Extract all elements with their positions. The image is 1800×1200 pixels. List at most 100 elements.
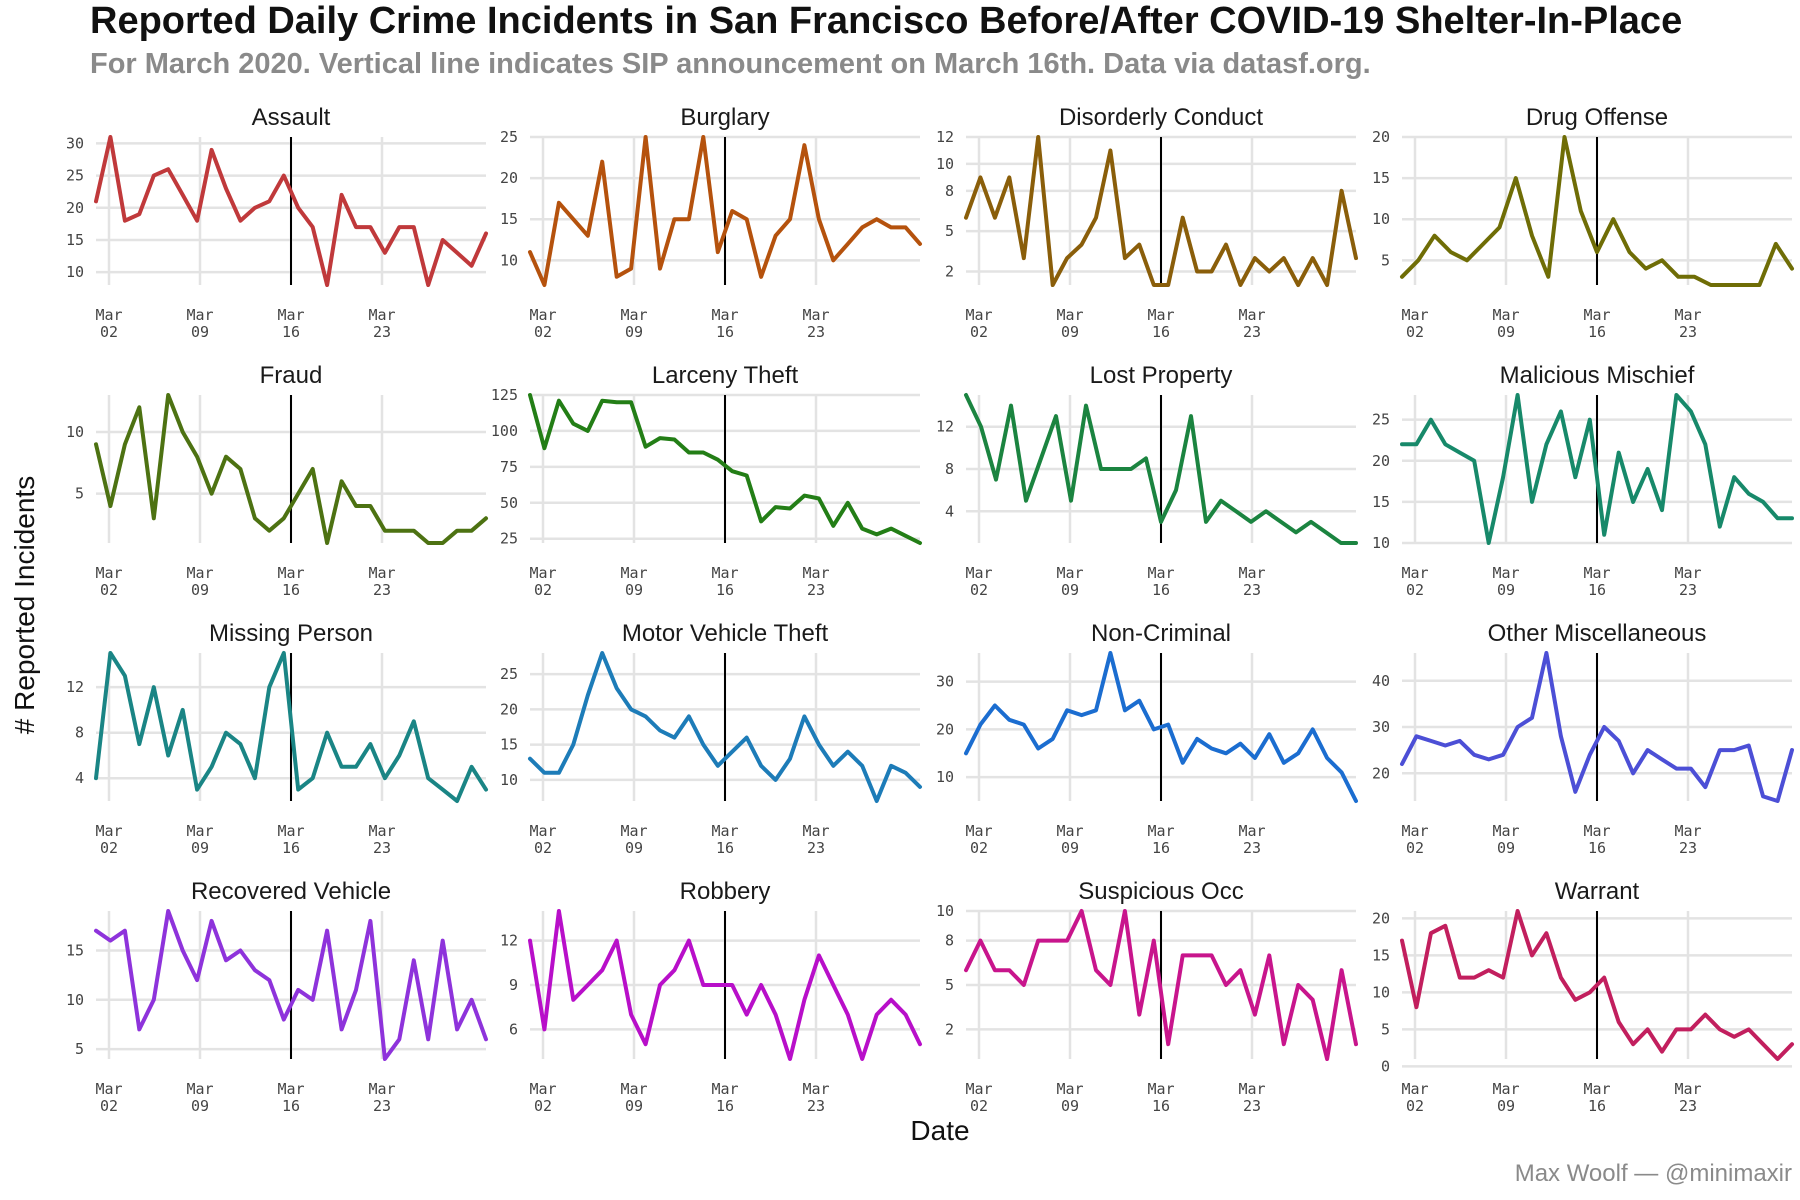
x-tick-label-month: Mar bbox=[1492, 306, 1519, 324]
y-tick-label: 8 bbox=[945, 182, 954, 200]
x-tick-label-day: 23 bbox=[373, 839, 391, 857]
x-tick-label-day: 09 bbox=[1061, 839, 1079, 857]
y-tick-label: 20 bbox=[500, 700, 518, 718]
panel-title: Assault bbox=[252, 104, 331, 131]
x-tick-label-month: Mar bbox=[1401, 822, 1428, 840]
panel-title: Disorderly Conduct bbox=[1059, 104, 1263, 131]
x-tick-label-month: Mar bbox=[620, 306, 647, 324]
x-tick-label-month: Mar bbox=[1238, 306, 1265, 324]
x-tick-label-month: Mar bbox=[1238, 1080, 1265, 1098]
panel-title: Missing Person bbox=[209, 620, 373, 647]
x-tick-label-month: Mar bbox=[95, 822, 122, 840]
x-tick-label-month: Mar bbox=[965, 306, 992, 324]
y-tick-label: 5 bbox=[945, 976, 954, 994]
x-tick-label-day: 09 bbox=[625, 839, 643, 857]
x-tick-label-month: Mar bbox=[1674, 822, 1701, 840]
y-tick-label: 4 bbox=[75, 769, 84, 787]
panel-title: Burglary bbox=[680, 104, 769, 131]
x-tick-label-day: 16 bbox=[716, 323, 734, 341]
series-line bbox=[528, 651, 922, 803]
panel-title: Non-Criminal bbox=[1091, 620, 1231, 647]
x-tick-label-day: 09 bbox=[1497, 839, 1515, 857]
panel-recovered-vehicle: Recovered Vehicle51015Mar02Mar09Mar16Mar… bbox=[66, 878, 488, 1115]
y-tick-label: 5 bbox=[1381, 1020, 1390, 1038]
series-line bbox=[528, 393, 922, 545]
x-tick-label-day: 09 bbox=[191, 839, 209, 857]
x-tick-label-month: Mar bbox=[1492, 822, 1519, 840]
y-tick-label: 5 bbox=[1381, 251, 1390, 269]
y-tick-label: 20 bbox=[936, 720, 954, 738]
x-tick-label-month: Mar bbox=[711, 564, 738, 582]
y-tick-label: 0 bbox=[1381, 1057, 1390, 1075]
x-tick-label-day: 02 bbox=[534, 839, 552, 857]
x-tick-label-month: Mar bbox=[620, 1080, 647, 1098]
x-tick-label-month: Mar bbox=[620, 822, 647, 840]
x-tick-label-day: 16 bbox=[1152, 581, 1170, 599]
y-tick-label: 12 bbox=[500, 932, 518, 950]
x-tick-label-month: Mar bbox=[186, 1080, 213, 1098]
y-tick-label: 25 bbox=[500, 128, 518, 146]
x-tick-label-day: 02 bbox=[1406, 839, 1424, 857]
x-tick-label-day: 16 bbox=[716, 839, 734, 857]
panel-title: Malicious Mischief bbox=[1500, 362, 1695, 389]
x-tick-label-day: 02 bbox=[970, 581, 988, 599]
x-tick-label-day: 16 bbox=[282, 581, 300, 599]
series-line bbox=[964, 135, 1358, 287]
x-tick-label-day: 09 bbox=[191, 323, 209, 341]
y-tick-label: 30 bbox=[66, 134, 84, 152]
y-tick-label: 10 bbox=[1372, 210, 1390, 228]
x-tick-label-day: 16 bbox=[716, 1097, 734, 1115]
x-tick-label-day: 23 bbox=[807, 323, 825, 341]
y-tick-label: 10 bbox=[500, 771, 518, 789]
x-tick-label-day: 16 bbox=[1588, 1097, 1606, 1115]
x-tick-label-day: 16 bbox=[1588, 839, 1606, 857]
y-tick-label: 15 bbox=[66, 231, 84, 249]
x-tick-label-month: Mar bbox=[1401, 564, 1428, 582]
x-tick-label-month: Mar bbox=[1401, 306, 1428, 324]
y-tick-label: 100 bbox=[491, 422, 518, 440]
x-tick-label-month: Mar bbox=[529, 1080, 556, 1098]
y-tick-label: 15 bbox=[66, 941, 84, 959]
x-tick-label-month: Mar bbox=[965, 1080, 992, 1098]
y-tick-label: 125 bbox=[491, 386, 518, 404]
x-tick-label-month: Mar bbox=[802, 564, 829, 582]
x-tick-label-day: 02 bbox=[970, 1097, 988, 1115]
x-tick-label-month: Mar bbox=[368, 822, 395, 840]
x-tick-label-day: 02 bbox=[1406, 1097, 1424, 1115]
x-tick-label-month: Mar bbox=[965, 822, 992, 840]
x-tick-label-day: 16 bbox=[282, 839, 300, 857]
x-tick-label-month: Mar bbox=[1583, 564, 1610, 582]
y-tick-label: 10 bbox=[936, 155, 954, 173]
x-tick-label-day: 09 bbox=[1497, 1097, 1515, 1115]
y-tick-label: 10 bbox=[66, 423, 84, 441]
x-tick-label-day: 23 bbox=[807, 581, 825, 599]
series-line bbox=[528, 909, 922, 1061]
y-tick-label: 15 bbox=[500, 736, 518, 754]
x-tick-label-day: 02 bbox=[534, 323, 552, 341]
panel-title: Motor Vehicle Theft bbox=[622, 620, 829, 647]
x-tick-label-month: Mar bbox=[277, 1080, 304, 1098]
x-tick-label-month: Mar bbox=[1147, 1080, 1174, 1098]
y-tick-label: 10 bbox=[936, 768, 954, 786]
panel-other-miscellaneous: Other Miscellaneous203040Mar02Mar09Mar16… bbox=[1372, 620, 1794, 857]
y-tick-label: 20 bbox=[1372, 452, 1390, 470]
series-line bbox=[964, 651, 1358, 803]
x-tick-label-month: Mar bbox=[802, 1080, 829, 1098]
panel-title: Warrant bbox=[1555, 878, 1640, 905]
y-tick-label: 2 bbox=[945, 1020, 954, 1038]
x-tick-label-month: Mar bbox=[711, 1080, 738, 1098]
x-tick-label-month: Mar bbox=[711, 306, 738, 324]
x-tick-label-month: Mar bbox=[1238, 822, 1265, 840]
y-tick-label: 15 bbox=[1372, 946, 1390, 964]
y-tick-label: 20 bbox=[500, 169, 518, 187]
x-tick-label-day: 23 bbox=[1679, 581, 1697, 599]
x-tick-label-month: Mar bbox=[1238, 564, 1265, 582]
